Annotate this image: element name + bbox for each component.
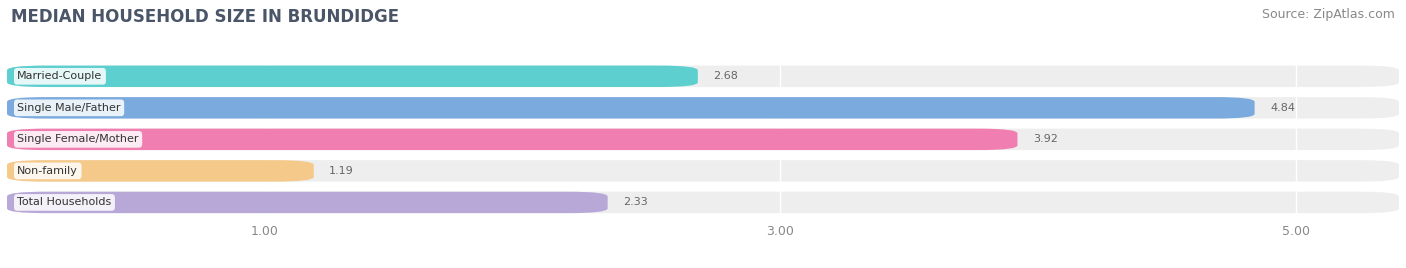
FancyBboxPatch shape xyxy=(7,97,1254,118)
Text: 2.68: 2.68 xyxy=(713,71,738,81)
Text: Married-Couple: Married-Couple xyxy=(17,71,103,81)
FancyBboxPatch shape xyxy=(7,192,1399,213)
FancyBboxPatch shape xyxy=(7,66,1399,87)
FancyBboxPatch shape xyxy=(7,97,1399,118)
FancyBboxPatch shape xyxy=(7,192,607,213)
Text: Single Male/Father: Single Male/Father xyxy=(17,103,121,113)
Text: Total Households: Total Households xyxy=(17,198,111,207)
Text: 4.84: 4.84 xyxy=(1270,103,1295,113)
Text: 3.92: 3.92 xyxy=(1033,134,1057,144)
FancyBboxPatch shape xyxy=(7,129,1399,150)
FancyBboxPatch shape xyxy=(7,160,1399,182)
FancyBboxPatch shape xyxy=(7,129,1018,150)
FancyBboxPatch shape xyxy=(7,160,314,182)
Text: 1.19: 1.19 xyxy=(329,166,354,176)
Text: Single Female/Mother: Single Female/Mother xyxy=(17,134,139,144)
Text: 2.33: 2.33 xyxy=(623,198,648,207)
Text: Source: ZipAtlas.com: Source: ZipAtlas.com xyxy=(1261,8,1395,21)
Text: MEDIAN HOUSEHOLD SIZE IN BRUNDIDGE: MEDIAN HOUSEHOLD SIZE IN BRUNDIDGE xyxy=(11,8,399,26)
FancyBboxPatch shape xyxy=(7,66,697,87)
Text: Non-family: Non-family xyxy=(17,166,79,176)
